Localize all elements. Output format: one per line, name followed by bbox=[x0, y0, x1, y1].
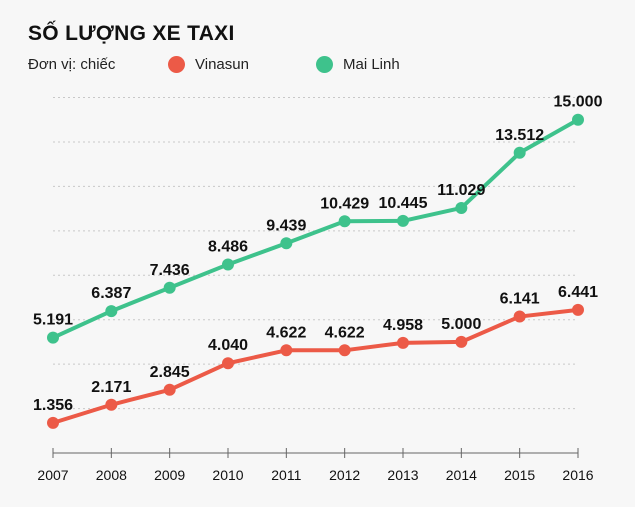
data-point bbox=[163, 281, 176, 294]
unit-label: Đơn vị: chiếc bbox=[28, 56, 116, 73]
data-label: 5.191 bbox=[33, 312, 73, 329]
series-line-vinasun bbox=[52, 307, 579, 425]
data-label: 1.356 bbox=[33, 397, 73, 414]
series-line-mai-linh bbox=[52, 117, 579, 340]
data-label: 4.958 bbox=[383, 317, 423, 334]
data-label: 9.439 bbox=[266, 217, 306, 234]
x-tick-label: 2010 bbox=[212, 467, 243, 483]
data-label: 4.622 bbox=[325, 324, 365, 341]
data-label: 11.029 bbox=[437, 182, 485, 199]
legend-marker bbox=[316, 56, 333, 73]
data-point bbox=[222, 258, 234, 271]
data-label: 4.622 bbox=[266, 324, 306, 341]
x-tick-label: 2011 bbox=[271, 467, 301, 483]
data-point bbox=[455, 335, 468, 348]
data-label: 6.441 bbox=[558, 284, 598, 301]
legend-label: Mai Linh bbox=[343, 56, 400, 73]
legend-item-vinasun: Vinasun bbox=[168, 56, 249, 73]
data-label: 15.000 bbox=[554, 94, 603, 111]
data-label: 2.845 bbox=[150, 364, 190, 381]
chart-title: SỐ LƯỢNG XE TAXI bbox=[28, 22, 235, 45]
data-point bbox=[280, 237, 293, 250]
data-point bbox=[105, 398, 118, 411]
x-tick-label: 2009 bbox=[154, 467, 185, 483]
data-point bbox=[397, 214, 409, 227]
data-point bbox=[47, 331, 59, 344]
data-point bbox=[513, 310, 526, 323]
x-tick-label: 2016 bbox=[562, 467, 593, 483]
data-point bbox=[163, 383, 176, 396]
data-point bbox=[47, 416, 59, 429]
data-label: 4.040 bbox=[208, 337, 248, 354]
data-point bbox=[513, 146, 526, 159]
data-point bbox=[338, 344, 351, 357]
legend-marker bbox=[168, 56, 185, 73]
x-tick-label: 2014 bbox=[446, 467, 477, 483]
x-tick-label: 2008 bbox=[96, 467, 127, 483]
data-point bbox=[572, 303, 584, 316]
legend-label: Vinasun bbox=[195, 56, 249, 73]
x-tick-label: 2007 bbox=[37, 467, 68, 483]
legend-item-mai-linh: Mai Linh bbox=[316, 56, 400, 73]
data-label: 6.387 bbox=[91, 285, 131, 302]
data-point bbox=[338, 215, 351, 228]
data-label: 7.436 bbox=[150, 262, 190, 279]
x-tick-label: 2013 bbox=[387, 467, 418, 483]
data-label: 10.429 bbox=[320, 195, 369, 212]
data-label: 8.486 bbox=[208, 238, 248, 255]
x-tick-label: 2015 bbox=[504, 467, 535, 483]
data-label: 2.171 bbox=[91, 379, 131, 396]
x-tick-label: 2012 bbox=[329, 467, 360, 483]
data-point bbox=[222, 357, 234, 370]
data-point bbox=[572, 113, 584, 126]
data-label: 5.000 bbox=[441, 316, 481, 333]
data-label: 13.512 bbox=[495, 127, 544, 144]
data-point bbox=[397, 336, 409, 349]
data-label: 10.445 bbox=[379, 195, 428, 212]
data-point bbox=[455, 201, 468, 214]
data-point bbox=[280, 344, 293, 357]
data-label: 6.141 bbox=[500, 291, 540, 308]
data-point bbox=[105, 305, 118, 318]
